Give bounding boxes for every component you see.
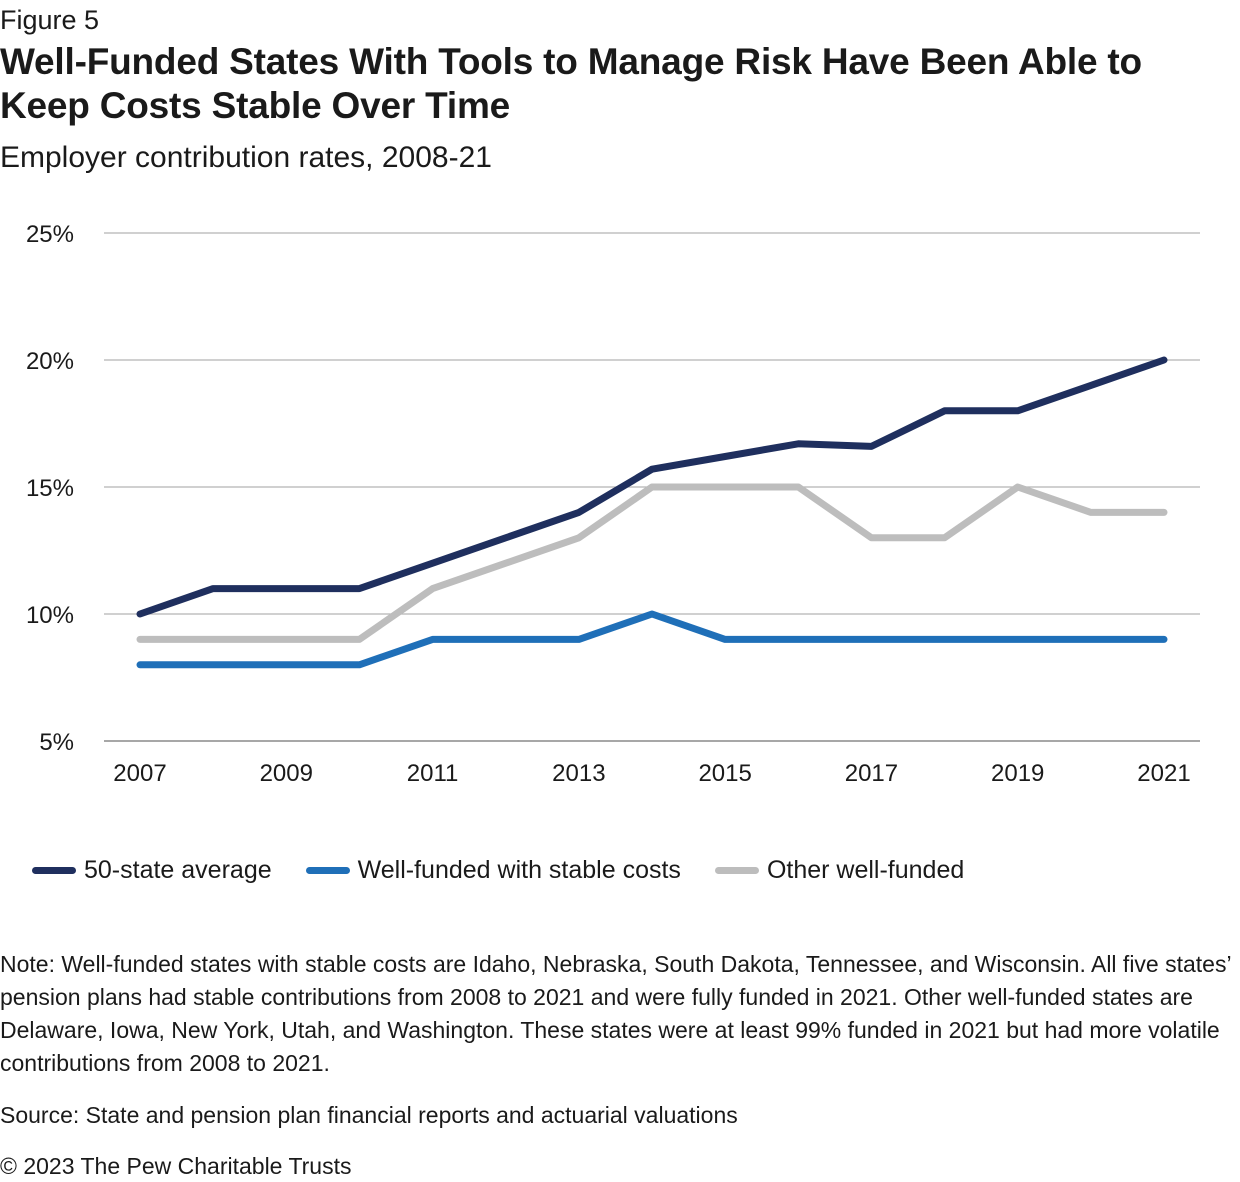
series-lines — [136, 356, 1168, 669]
x-tick-label: 2017 — [845, 760, 898, 787]
x-tick-label: 2009 — [260, 760, 313, 787]
series-line-2 — [136, 483, 1168, 643]
legend-swatch-well-funded-stable — [305, 866, 350, 874]
copyright: © 2023 The Pew Charitable Trusts — [0, 1153, 352, 1179]
legend-label-other-well-funded: Other well-funded — [766, 855, 965, 884]
x-tick-label: 2021 — [1137, 760, 1190, 787]
figure-label: Figure 5 — [0, 5, 100, 35]
legend-label-50-state-average: 50-state average — [84, 855, 272, 884]
chart-note: Note: Well-funded states with stable cos… — [0, 951, 1231, 1076]
legend-label-well-funded-stable: Well-funded with stable costs — [357, 855, 681, 884]
legend-swatch-other-well-funded — [714, 866, 759, 874]
x-tick-label: 2007 — [113, 760, 166, 787]
chart-subtitle: Employer contribution rates, 2008-21 — [0, 141, 492, 174]
x-axis-ticks: 2007 2009 2011 2013 2015 2017 2019 2021 — [113, 760, 1190, 787]
line-chart: 5%10%15%20%25% 2007 2009 2011 2013 2015 2017 2… — [26, 221, 1200, 787]
x-tick-label: 2019 — [991, 760, 1044, 787]
x-tick-label: 2015 — [698, 760, 751, 787]
legend-item-well-funded-stable: Well-funded with stable costs — [305, 855, 681, 885]
series-line-1 — [136, 610, 1168, 669]
y-tick-label: 10% — [26, 602, 74, 629]
y-axis-ticks: 5% 10% 15% 20% 25% — [26, 221, 74, 756]
series-line-0 — [136, 356, 1168, 618]
y-tick-label: 20% — [26, 348, 74, 375]
y-tick-label: 15% — [26, 475, 74, 502]
y-tick-label: 5% — [39, 729, 74, 756]
chart-title: Well-Funded States With Tools to Manage … — [0, 41, 1142, 126]
legend-item-other-well-funded: Other well-funded — [714, 855, 965, 885]
legend-item-50-state-average: 50-state average — [32, 856, 272, 885]
chart-source: Source: State and pension plan financial… — [0, 1102, 738, 1128]
y-tick-label: 25% — [26, 221, 74, 248]
x-tick-label: 2013 — [552, 760, 605, 787]
x-tick-label: 2011 — [407, 760, 459, 787]
chart-legend: 50-state average Well-funded with stable… — [32, 852, 998, 888]
legend-swatch-50-state-average — [32, 866, 76, 874]
